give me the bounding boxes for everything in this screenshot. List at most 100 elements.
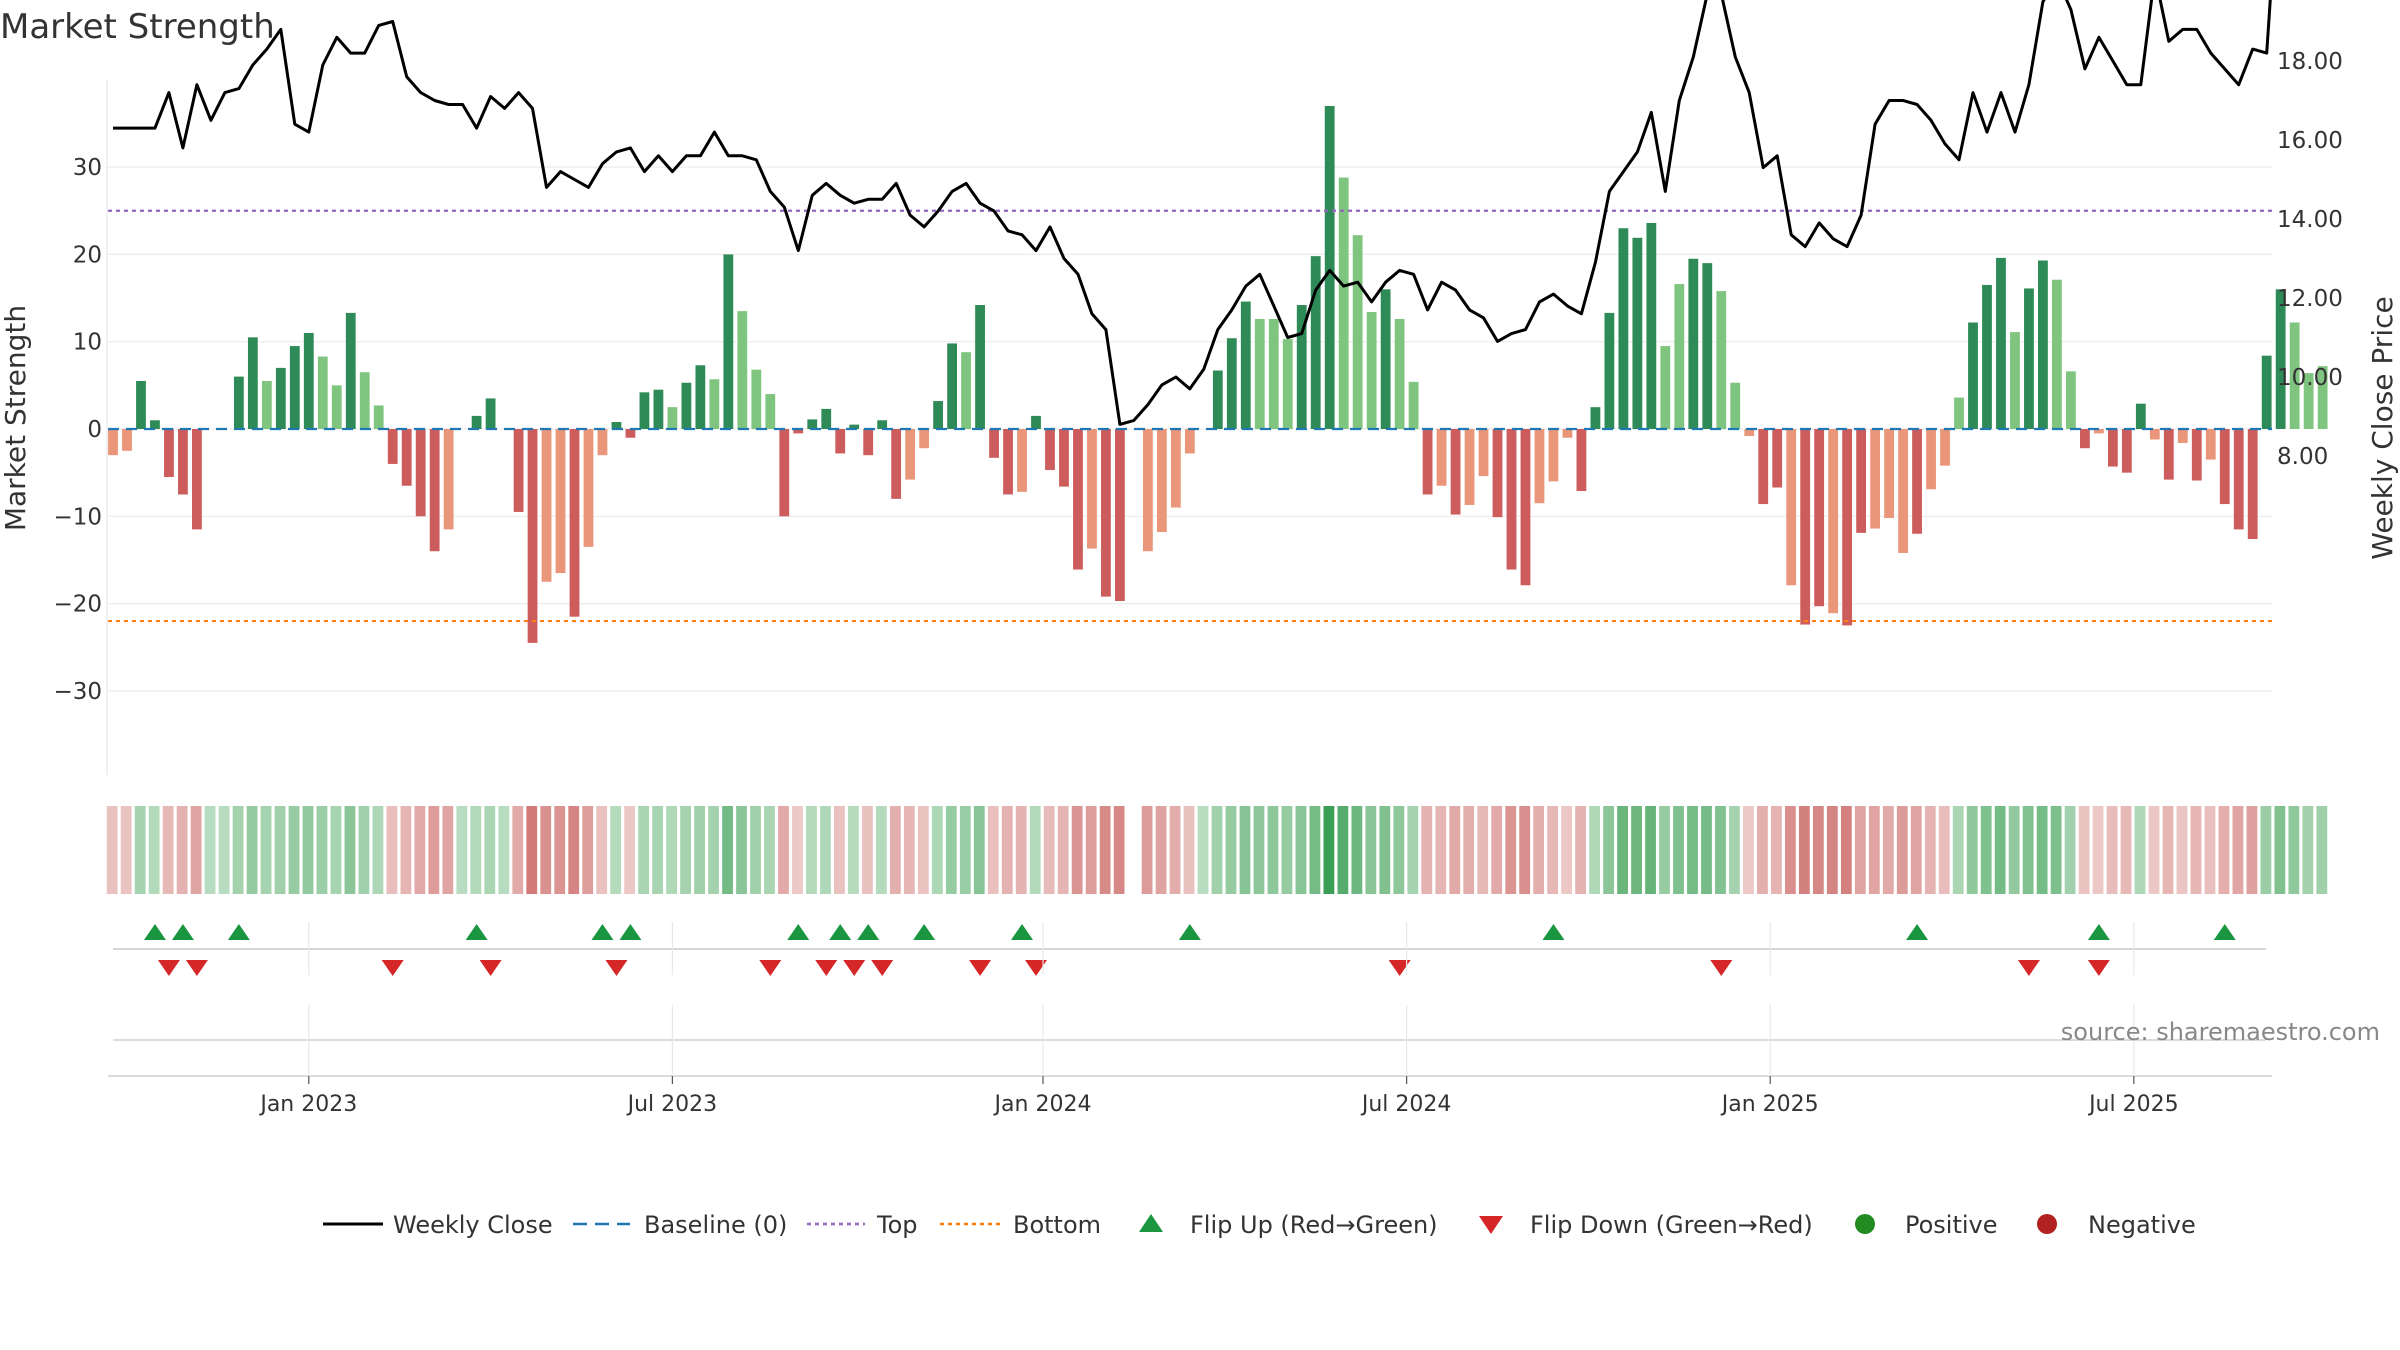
left-axis-label: Market Strength	[0, 305, 32, 531]
heat-cell-144	[2120, 806, 2132, 894]
heat-cell-20	[386, 806, 398, 894]
strength-bar-15	[317, 356, 328, 429]
flip-down-marker-14	[2087, 960, 2110, 976]
strength-bar-16	[331, 385, 342, 429]
strength-bar-32	[555, 429, 566, 574]
flip-down-marker-5	[759, 960, 782, 976]
strength-bar-11	[261, 380, 272, 429]
heat-cell-11	[260, 806, 272, 894]
heat-cell-34	[582, 806, 594, 894]
strength-bar-151	[2219, 429, 2230, 505]
left-tick-label-4: −10	[53, 504, 102, 530]
strength-bar-65	[1017, 429, 1027, 492]
heat-cell-135	[1994, 806, 2006, 894]
legend-flip-up-swatch	[1139, 1214, 1163, 1232]
strength-bar-75	[1156, 429, 1167, 533]
strength-bar-105	[1576, 429, 1587, 491]
heat-cell-32	[554, 806, 566, 894]
heat-cell-17	[344, 806, 356, 894]
heat-cell-60	[945, 806, 957, 894]
strength-bar-99	[1492, 429, 1503, 518]
strength-bar-1	[122, 429, 132, 451]
strength-bar-148	[2177, 429, 2188, 443]
flip-down-marker-6	[815, 960, 838, 976]
heat-cell-102	[1533, 806, 1545, 894]
left-tick-label-1: 20	[73, 242, 102, 268]
heat-cell-38	[638, 806, 650, 894]
source-credit: source: sharemaestro.com	[2061, 1018, 2380, 1046]
flip-up-marker-9	[913, 924, 936, 940]
heat-cell-139	[2050, 806, 2062, 894]
strength-bar-14	[303, 332, 314, 429]
strength-bar-141	[2079, 429, 2090, 449]
strength-bar-125	[1856, 429, 1867, 533]
strength-bar-27	[485, 398, 496, 429]
strength-bar-111	[1660, 346, 1671, 429]
heat-cell-10	[246, 806, 258, 894]
strength-bar-142	[2093, 429, 2104, 434]
heat-cell-67	[1043, 806, 1055, 894]
heat-cell-149	[2190, 806, 2202, 894]
heat-cell-141	[2078, 806, 2090, 894]
legend-negative: Negative	[2037, 1211, 2196, 1239]
strength-bar-136	[2010, 332, 2020, 429]
legend-flip-down-swatch	[1479, 1216, 1503, 1234]
heat-cell-100	[1505, 806, 1517, 894]
heat-cell-33	[568, 806, 580, 894]
heat-cell-125	[1854, 806, 1866, 894]
x-axis: Jan 2023 Jul 2023 Jan 2024 Jul 2024 Jan 2025…	[108, 922, 2272, 1117]
heat-cell-0	[106, 806, 118, 894]
strength-bar-0	[108, 429, 118, 456]
heat-cell-99	[1491, 806, 1503, 894]
heat-cell-40	[666, 806, 677, 894]
heat-cell-42	[694, 806, 705, 894]
heat-cell-1	[120, 806, 132, 894]
legend-negative-swatch	[2037, 1214, 2057, 1234]
heat-cell-129	[1910, 806, 1922, 894]
heat-cell-61	[959, 806, 971, 894]
heat-cell-109	[1631, 806, 1642, 894]
strength-bar-104	[1562, 429, 1573, 438]
heat-cell-63	[987, 806, 999, 894]
strength-bar-59	[933, 401, 944, 429]
strength-bar-24	[443, 429, 454, 530]
left-tick-label-6: −30	[53, 679, 102, 705]
flip-up-marker-15	[2213, 924, 2236, 940]
strength-bar-129	[1912, 429, 1922, 534]
flip-up-marker-4	[591, 924, 614, 940]
heat-cell-9	[232, 806, 244, 894]
strength-bar-138	[2038, 260, 2048, 429]
flip-down-marker-8	[871, 960, 894, 976]
strength-bar-9	[233, 376, 244, 429]
heat-cell-27	[484, 806, 496, 894]
strength-bar-46	[751, 369, 762, 429]
strength-bar-54	[863, 429, 874, 456]
strength-bar-53	[849, 424, 860, 429]
heat-cell-59	[931, 806, 943, 894]
heat-cell-137	[2022, 806, 2034, 894]
heat-cell-103	[1547, 806, 1559, 894]
strength-bar-132	[1954, 397, 1964, 429]
strength-bar-118	[1758, 429, 1769, 505]
heat-cell-50	[806, 806, 817, 894]
strength-bar-120	[1786, 429, 1797, 586]
flip-up-marker-12	[1542, 924, 1565, 940]
flip-up-marker-10	[1011, 924, 1034, 940]
strength-bars	[108, 105, 2328, 643]
strength-bar-55	[877, 420, 888, 429]
strength-bar-157	[2303, 373, 2314, 429]
strength-bar-96	[1450, 429, 1461, 515]
strength-bar-26	[471, 415, 482, 429]
flip-up-marker-5	[619, 924, 642, 940]
strength-bar-41	[681, 382, 692, 429]
heat-cell-83	[1267, 806, 1279, 894]
strength-bar-155	[2275, 289, 2286, 429]
heat-cell-13	[288, 806, 300, 894]
heat-cell-31	[540, 806, 552, 894]
strength-bar-128	[1898, 429, 1908, 553]
heat-cell-112	[1673, 806, 1684, 894]
legend-flip-up: Flip Up (Red→Green)	[1139, 1211, 1438, 1239]
heat-cell-130	[1924, 806, 1936, 894]
heat-cell-156	[2288, 806, 2300, 894]
heat-cell-115	[1715, 806, 1726, 894]
